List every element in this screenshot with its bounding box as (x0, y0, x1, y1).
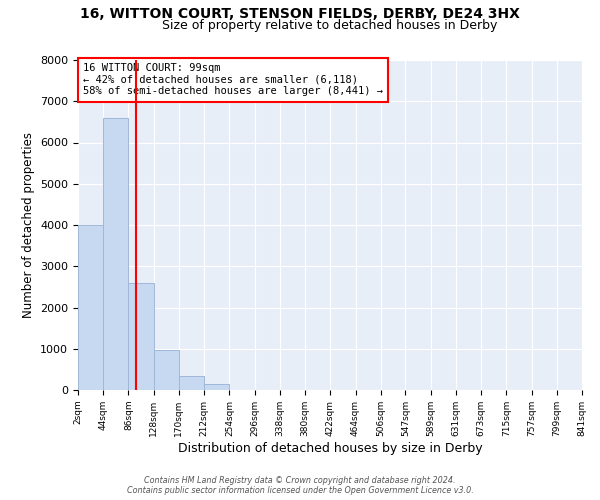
X-axis label: Distribution of detached houses by size in Derby: Distribution of detached houses by size … (178, 442, 482, 454)
Text: Contains HM Land Registry data © Crown copyright and database right 2024.
Contai: Contains HM Land Registry data © Crown c… (127, 476, 473, 495)
Title: Size of property relative to detached houses in Derby: Size of property relative to detached ho… (163, 20, 497, 32)
Text: 16, WITTON COURT, STENSON FIELDS, DERBY, DE24 3HX: 16, WITTON COURT, STENSON FIELDS, DERBY,… (80, 8, 520, 22)
Bar (78, 225, 103, 390)
Bar (204, 384, 229, 390)
Bar (128, 283, 154, 390)
Text: 16 WITTON COURT: 99sqm
← 42% of detached houses are smaller (6,118)
58% of semi-: 16 WITTON COURT: 99sqm ← 42% of detached… (83, 64, 383, 96)
Bar (103, 118, 128, 390)
Bar (179, 376, 204, 390)
Bar (154, 350, 179, 390)
Y-axis label: Number of detached properties: Number of detached properties (22, 132, 35, 318)
